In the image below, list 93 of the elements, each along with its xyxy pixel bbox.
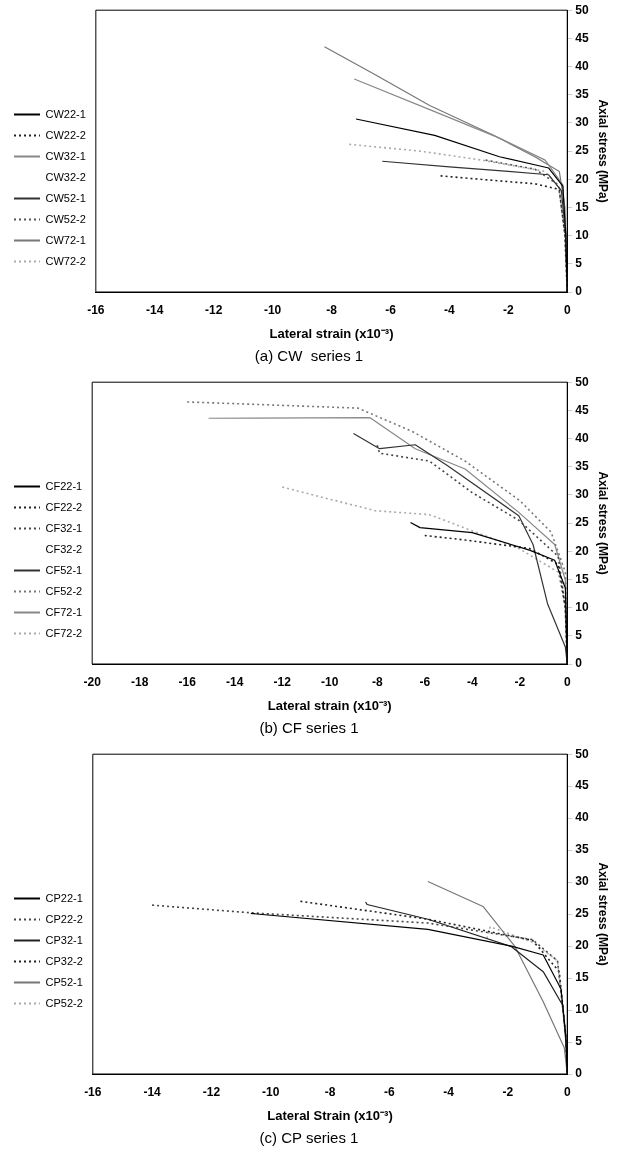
x-tick-label: -4 [443, 1084, 455, 1099]
y-tick-label: 30 [575, 115, 589, 130]
y-tick-label: 0 [575, 1066, 583, 1081]
legend-label: CF22-1 [45, 479, 83, 492]
y-tick-label: 20 [575, 171, 589, 186]
x-tick-label: -12 [205, 302, 223, 317]
text: (a) CW series 1 [254, 347, 364, 365]
y-tick-label: 20 [575, 543, 589, 558]
x-tick-label: -8 [324, 1084, 336, 1099]
y-tick-label: 45 [575, 30, 589, 45]
legend-label: CF32-1 [45, 521, 83, 534]
x-tick-label: 0 [563, 674, 571, 689]
x-axis-title: Lateral Strain (x10⁻³) [267, 1107, 393, 1123]
x-tick-label: -16 [178, 674, 197, 689]
x-axis-title: Lateral strain (x10⁻³) [267, 697, 392, 713]
legend-label: CF72-2 [45, 626, 83, 639]
legend-label: CP22-1 [45, 891, 83, 904]
y-tick-label: 35 [575, 87, 589, 102]
y-tick-label: 0 [575, 656, 583, 671]
legend-label: CP22-2 [45, 912, 83, 925]
x-tick-label: -2 [514, 674, 526, 689]
text: CF32-2 [45, 542, 83, 555]
legend-label: CF52-2 [45, 584, 83, 597]
x-tick-label: -2 [502, 302, 514, 317]
y-tick-label: 20 [575, 938, 589, 953]
y-tick-label: 45 [575, 778, 589, 793]
x-tick-label: -10 [321, 674, 339, 689]
x-tick-label: -14 [226, 674, 244, 689]
legend-label: CF52-1 [45, 563, 83, 576]
x-tick-label: 0 [563, 302, 571, 317]
x-axis-title: Lateral strain (x10⁻³) [269, 325, 394, 341]
x-tick-label: 0 [563, 1084, 571, 1099]
x-tick-label: -8 [326, 302, 338, 317]
y-tick-label: 10 [575, 1002, 589, 1017]
x-tick-label: -16 [84, 1084, 102, 1099]
y-tick-label: 35 [575, 459, 589, 474]
y-tick-label: 0 [575, 284, 583, 299]
y-axis-title: Axial stress (MPa) [596, 862, 611, 966]
y-tick-label: 25 [575, 906, 589, 921]
x-tick-label: -10 [262, 1084, 280, 1099]
legend-label: CP32-1 [45, 933, 83, 946]
y-tick-label: 25 [575, 515, 589, 530]
x-tick-label: -10 [263, 302, 282, 317]
y-tick-label: 50 [575, 746, 589, 761]
legend-label: CF22-2 [45, 500, 83, 513]
y-tick-label: 10 [575, 599, 589, 614]
y-tick-label: 10 [575, 227, 589, 242]
x-tick-label: -16 [87, 302, 105, 317]
text: (b) CF series 1 [259, 719, 359, 737]
text: (c) CP series 1 [259, 1129, 359, 1147]
y-tick-label: 40 [575, 430, 589, 445]
x-tick-label: -14 [146, 302, 164, 317]
legend-label: CP32-2 [45, 954, 83, 967]
x-tick-label: -12 [202, 1084, 221, 1099]
legend-label: CW52-1 [45, 191, 86, 204]
legend-label: CW72-1 [45, 233, 86, 246]
y-axis-title: Axial stress (MPa) [596, 99, 611, 203]
y-tick-label: 50 [575, 374, 589, 389]
x-tick-label: -12 [273, 674, 292, 689]
y-tick-label: 30 [575, 487, 589, 502]
y-tick-label: 15 [575, 571, 589, 586]
y-tick-label: 45 [575, 402, 589, 417]
y-tick-label: 15 [575, 970, 589, 985]
x-tick-label: -18 [131, 674, 149, 689]
y-tick-label: 40 [575, 58, 589, 73]
x-tick-label: -2 [502, 1084, 514, 1099]
legend-label: CW72-2 [45, 254, 86, 267]
y-tick-label: 35 [575, 842, 589, 857]
y-tick-label: 15 [575, 199, 589, 214]
y-tick-label: 5 [575, 256, 583, 271]
y-axis-title: Axial stress (MPa) [596, 471, 611, 575]
y-tick-label: 5 [575, 1034, 583, 1049]
y-tick-label: 25 [575, 143, 589, 158]
legend-label: CP52-2 [45, 996, 83, 1009]
x-tick-label: -14 [143, 1084, 162, 1099]
y-tick-label: 50 [575, 2, 589, 17]
x-tick-label: -6 [385, 302, 397, 317]
text: CW32-2 [45, 170, 86, 183]
x-tick-label: -4 [466, 674, 478, 689]
legend-label: CW22-2 [45, 128, 86, 141]
x-tick-label: -20 [83, 674, 102, 689]
legend-label: CW52-2 [45, 212, 86, 225]
legend-label: CW32-1 [45, 149, 86, 162]
legend-label: CF72-1 [45, 605, 83, 618]
x-tick-label: -8 [371, 674, 383, 689]
y-tick-label: 30 [575, 874, 589, 889]
legend-label: CW22-1 [45, 107, 86, 120]
x-tick-label: -6 [419, 674, 431, 689]
y-tick-label: 40 [575, 810, 589, 825]
legend-label: CP52-1 [45, 975, 83, 988]
x-tick-label: -4 [444, 302, 456, 317]
y-tick-label: 5 [575, 628, 583, 643]
x-tick-label: -6 [384, 1084, 395, 1099]
